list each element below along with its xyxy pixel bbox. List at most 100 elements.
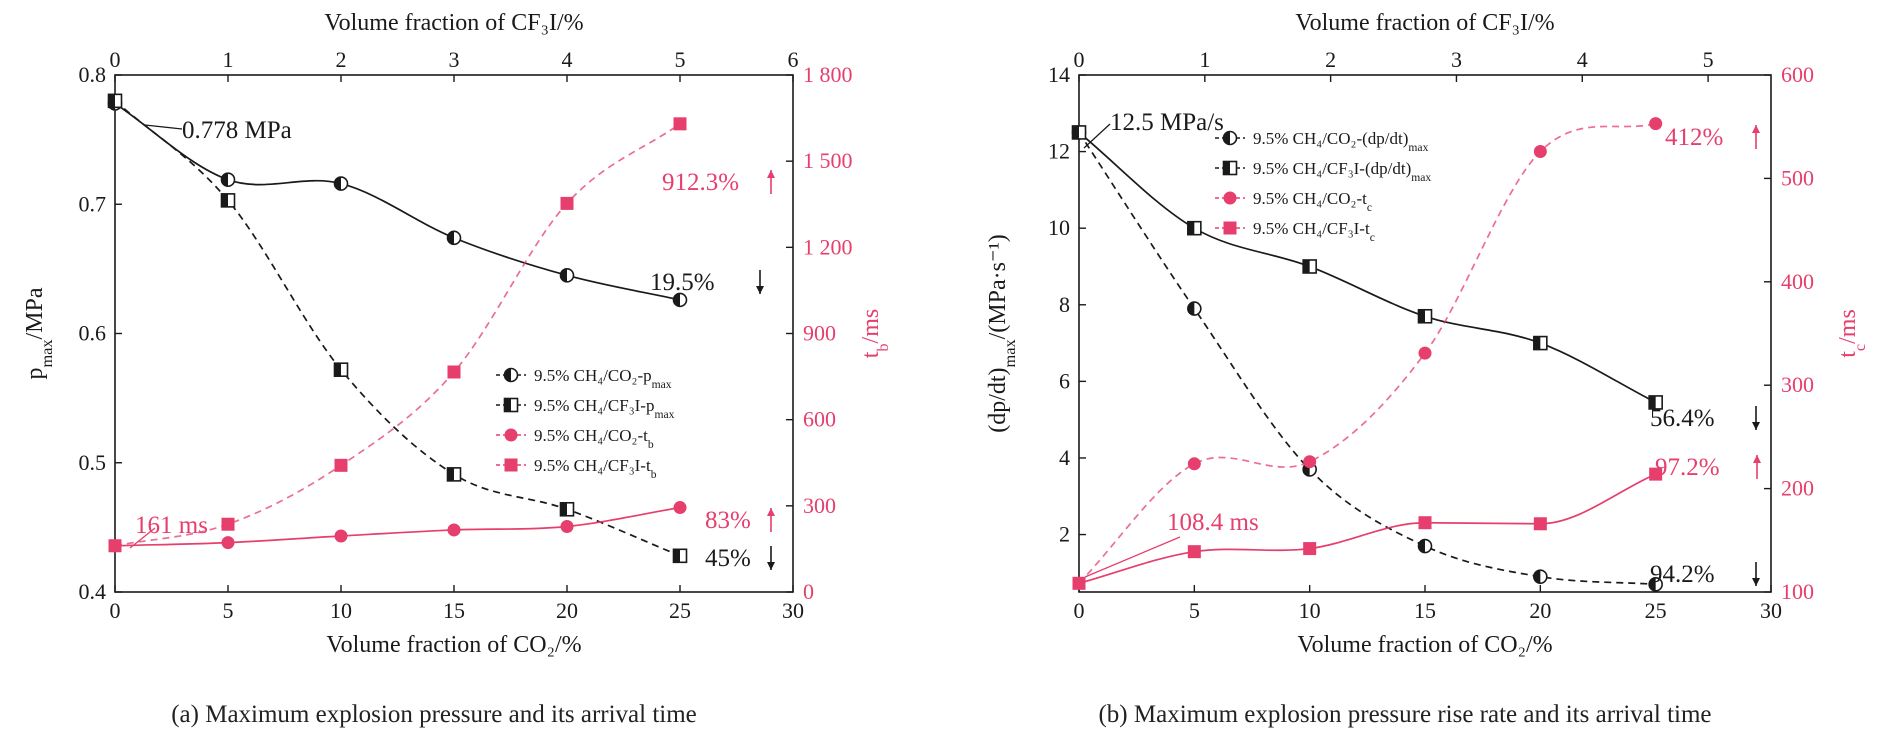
legend-marker-fill bbox=[1223, 161, 1230, 175]
y-tick-label: 14 bbox=[1048, 62, 1070, 87]
legend-label: 9.5% CH₄/CO₂-tc bbox=[1253, 189, 1372, 214]
data-point-fill bbox=[1187, 302, 1195, 316]
x2-tick-label: 6 bbox=[788, 47, 799, 72]
legend-marker bbox=[1223, 221, 1237, 235]
y-tick-label: 0.6 bbox=[79, 321, 107, 346]
annotation-label: 56.4% bbox=[1650, 405, 1715, 432]
y2-tick-label: 500 bbox=[1781, 165, 1814, 190]
arrow-head-down bbox=[756, 286, 764, 294]
data-point bbox=[1649, 467, 1663, 481]
data-point-fill bbox=[1187, 221, 1195, 235]
data-point bbox=[108, 539, 122, 553]
annotation-label: 912.3% bbox=[662, 169, 739, 196]
data-point-fill bbox=[1303, 259, 1310, 273]
x2-tick-label: 5 bbox=[1703, 47, 1714, 72]
legend-label: 9.5% CH₄/CO₂-tb bbox=[534, 426, 654, 451]
y2-tick-label: 1 500 bbox=[803, 148, 853, 173]
data-point bbox=[1533, 517, 1547, 531]
arrow-head-down bbox=[1752, 422, 1760, 430]
legend-marker bbox=[1223, 191, 1237, 205]
series-2 bbox=[107, 93, 688, 564]
x2-tick-label: 0 bbox=[1074, 47, 1085, 72]
x2-tick-label: 1 bbox=[223, 47, 234, 72]
series-line bbox=[1078, 131, 1656, 586]
y-axis-title: pmax/MPa bbox=[22, 287, 56, 379]
data-point-fill bbox=[560, 268, 567, 282]
y2-tick-label: 1 800 bbox=[803, 62, 853, 87]
annotation-label: 97.2% bbox=[1655, 454, 1720, 481]
data-point-fill bbox=[1072, 125, 1079, 139]
data-point-fill bbox=[447, 467, 454, 481]
plot-frame bbox=[114, 74, 794, 593]
data-point bbox=[334, 458, 348, 472]
series-1 bbox=[1071, 125, 1663, 592]
x2-tick-label: 5 bbox=[675, 47, 686, 72]
y-tick-label: 0.8 bbox=[79, 62, 107, 87]
data-point bbox=[1187, 545, 1201, 559]
x-tick-label: 15 bbox=[443, 598, 465, 623]
legend-marker-fill bbox=[504, 368, 511, 382]
legend: 9.5% CH₄/CO₂-(dp/dt)max 9.5% CH₄/CF₃I-(dp… bbox=[1215, 129, 1431, 244]
y2-tick-label: 600 bbox=[803, 407, 836, 432]
series-2 bbox=[1071, 125, 1663, 410]
annotations: 12.5 MPa/s 108.4 ms 412% 56.4% 97.2% 94.2% bbox=[1083, 109, 1761, 588]
data-point bbox=[1303, 455, 1317, 469]
y-tick-label: 0.5 bbox=[79, 450, 107, 475]
legend-label: 9.5% CH₄/CF₃I-(dp/dt)max bbox=[1253, 159, 1431, 184]
y2-tick-label: 100 bbox=[1781, 579, 1814, 604]
legend-marker-fill bbox=[504, 398, 511, 412]
data-point-fill bbox=[334, 363, 341, 377]
data-point bbox=[560, 196, 574, 210]
y-tick-label: 0.7 bbox=[79, 191, 107, 216]
data-point bbox=[1649, 117, 1663, 131]
data-point bbox=[560, 520, 574, 534]
legend-marker bbox=[504, 458, 518, 472]
arrow-head-down bbox=[1752, 578, 1760, 586]
x2-tick-label: 1 bbox=[1199, 47, 1210, 72]
annotation-label: 108.4 ms bbox=[1167, 509, 1259, 536]
legend-label: 9.5% CH₄/CF₃I-tb bbox=[534, 456, 657, 481]
data-point-fill bbox=[447, 231, 454, 245]
annotation-leader bbox=[1083, 123, 1111, 149]
series-line bbox=[1078, 122, 1656, 584]
x-tick-label: 0 bbox=[110, 598, 121, 623]
y2-tick-label: 900 bbox=[803, 321, 836, 346]
legend-label: 9.5% CH₄/CO₂-pmax bbox=[534, 366, 672, 391]
annotation-label: 94.2% bbox=[1650, 561, 1715, 588]
data-point-fill bbox=[673, 549, 680, 563]
x-tick-label: 30 bbox=[1760, 598, 1782, 623]
x-tick-label: 30 bbox=[782, 598, 804, 623]
y-tick-label: 6 bbox=[1059, 368, 1070, 393]
x2-tick-label: 2 bbox=[1325, 47, 1336, 72]
data-point-fill bbox=[1533, 336, 1541, 350]
annotation-label: 19.5% bbox=[650, 269, 715, 296]
series-4 bbox=[1072, 467, 1663, 590]
series-3 bbox=[1072, 117, 1663, 590]
x-tick-label: 5 bbox=[1189, 598, 1200, 623]
annotation-leader bbox=[144, 124, 183, 130]
data-point bbox=[1303, 542, 1317, 556]
x2-tick-label: 3 bbox=[449, 47, 460, 72]
y-tick-label: 10 bbox=[1048, 215, 1070, 240]
data-point bbox=[1533, 145, 1547, 159]
legend-label: 9.5% CH₄/CF₃I-tc bbox=[1253, 219, 1375, 244]
series-4 bbox=[108, 117, 687, 553]
arrow-head-up bbox=[767, 508, 775, 516]
annotation-leader bbox=[1084, 536, 1181, 578]
annotation-label: 412% bbox=[1665, 124, 1723, 151]
data-point bbox=[1072, 576, 1086, 590]
data-point bbox=[1418, 516, 1432, 530]
x-axis-title: Volume fraction of CO₂/% bbox=[326, 632, 581, 658]
x-tick-label: 20 bbox=[1529, 598, 1551, 623]
x2-tick-label: 3 bbox=[1451, 47, 1462, 72]
y-tick-label: 4 bbox=[1059, 445, 1070, 470]
data-point-fill bbox=[560, 502, 567, 516]
data-point-fill bbox=[1533, 570, 1541, 584]
series-line bbox=[1078, 473, 1657, 585]
x-tick-label: 15 bbox=[1414, 598, 1436, 623]
series-line bbox=[114, 506, 681, 547]
y2-tick-label: 300 bbox=[803, 493, 836, 518]
data-point bbox=[221, 517, 235, 531]
y-tick-label: 2 bbox=[1059, 522, 1070, 547]
data-point bbox=[447, 523, 461, 537]
